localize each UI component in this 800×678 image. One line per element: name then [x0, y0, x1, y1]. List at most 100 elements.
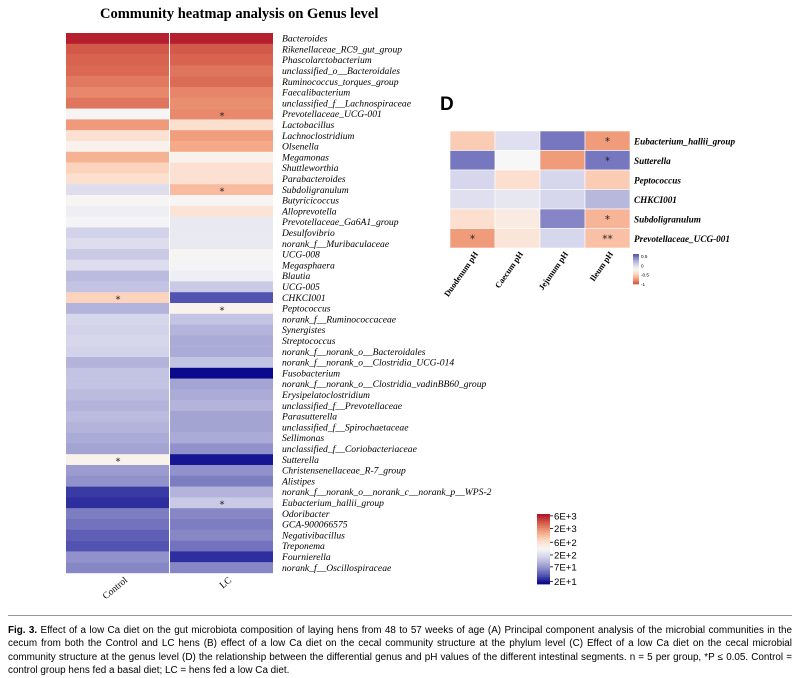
legend-gradient-step	[537, 517, 550, 520]
heatmap-cell	[66, 475, 169, 487]
row-label: Odoribacter	[282, 509, 330, 520]
legend-gradient-step	[633, 279, 639, 282]
correlation-cell	[494, 208, 541, 229]
correlation-cell	[539, 169, 586, 190]
row-label: unclassified_f__Coriobacteriaceae	[282, 444, 418, 455]
row-label: Megasphaera	[281, 260, 335, 271]
correlation-cell	[494, 189, 541, 210]
heatmap-cell	[170, 162, 273, 174]
row-label: Peptococcus	[634, 175, 681, 185]
legend-gradient-step	[537, 535, 550, 538]
row-label: norank_f__Ruminococcaceae	[282, 314, 397, 325]
legend-gradient-step	[537, 556, 550, 559]
row-label: Blautia	[282, 271, 310, 282]
heatmap-cell	[66, 486, 169, 498]
heatmap-cell	[170, 173, 273, 185]
row-label: Lactobacillus	[281, 120, 334, 131]
heatmap-cell	[170, 475, 273, 487]
heatmap-cell	[66, 97, 169, 109]
correlation-cell	[494, 150, 541, 171]
legend-gradient-step	[537, 566, 550, 569]
legend-gradient-step	[633, 282, 639, 285]
row-label: norank_f__norank_o__Bacteroidales	[282, 347, 426, 358]
heatmap-cell	[170, 432, 273, 444]
column-label: Caecum pH	[493, 250, 525, 290]
heatmap-cell	[66, 119, 169, 131]
legend-gradient-step	[537, 521, 550, 524]
heatmap-cell	[66, 529, 169, 541]
legend-gradient-step	[537, 582, 550, 585]
heatmap-cell	[170, 249, 273, 260]
heatmap-cell	[170, 151, 273, 163]
heatmap-cell	[170, 108, 273, 120]
row-label: CHKCI001	[634, 195, 677, 205]
heatmap-cell	[170, 508, 273, 520]
heatmap-cell	[66, 292, 169, 304]
row-label: Peptococcus	[281, 304, 331, 315]
row-label: Fournierella	[281, 552, 331, 563]
correlation-cell	[449, 169, 496, 190]
heatmap-cell	[170, 184, 273, 196]
row-label: Alloprevotella	[281, 206, 337, 217]
legend-gradient-step	[537, 561, 550, 564]
row-label: unclassified_o__Bacteroidales	[282, 66, 400, 77]
legend-label: 2E+3	[554, 524, 577, 535]
heatmap-cell	[66, 465, 169, 476]
heatmap-cell	[170, 76, 273, 88]
legend-gradient-step	[633, 261, 639, 264]
row-label: Treponema	[282, 541, 325, 552]
row-label: Bacteroides	[282, 34, 328, 45]
legend-label: 0.5	[641, 254, 648, 259]
legend-gradient-step	[537, 531, 550, 534]
heatmap-cell	[170, 443, 273, 455]
heatmap-cell	[66, 313, 169, 325]
legend-gradient-step	[537, 536, 550, 539]
abundance-legend: 6E+3 2E+3 6E+22E+27E+1 2E+1	[537, 511, 577, 588]
heatmap-cell	[66, 216, 169, 228]
chart-title: Community heatmap analysis on Genus leve…	[100, 6, 379, 22]
row-label: Ruminococcus_torques_group	[281, 77, 399, 88]
heatmap-cell	[66, 411, 169, 422]
row-label: Negativibacillus	[281, 530, 345, 541]
row-label: Parasutterella	[281, 412, 337, 423]
heatmap-cell	[170, 324, 273, 336]
heatmap-cell	[66, 259, 169, 271]
heatmap-cell	[170, 292, 273, 304]
row-label: unclassified_f__Spirochaetaceae	[282, 422, 409, 433]
heatmap-cell	[66, 400, 169, 412]
correlation-heatmap: * Eubacterium_hallii_group * Sutterella Pept…	[442, 130, 735, 299]
legend-label: 6E+2	[554, 538, 577, 549]
legend-gradient-step	[633, 267, 639, 270]
row-label: norank_f__norank_o__Clostridia_vadinBB60…	[282, 379, 487, 390]
heatmap-cell	[66, 421, 169, 433]
heatmap-cell	[66, 238, 169, 250]
correlation-cell	[494, 169, 541, 190]
legend-gradient-step	[537, 573, 550, 576]
row-label: Butyricicoccus	[282, 196, 339, 207]
legend-gradient-step	[633, 255, 639, 258]
heatmap-cell	[66, 108, 169, 120]
heatmap-cell	[170, 195, 273, 206]
legend-gradient-step	[537, 559, 550, 562]
heatmap-cell	[66, 432, 169, 444]
legend-gradient-step	[633, 278, 639, 280]
legend-gradient-step	[537, 519, 550, 522]
heatmap-cell	[66, 378, 169, 390]
heatmap-cell	[66, 76, 169, 88]
legend-label: 2E+1	[554, 577, 577, 588]
heatmap-cell	[66, 33, 169, 44]
column-label: Duodenum pH	[442, 250, 480, 299]
heatmap-cell	[170, 335, 273, 347]
heatmap-cell	[170, 421, 273, 433]
row-label: unclassified_f__Lachnospiraceae	[282, 98, 412, 109]
row-label: UCG-008	[282, 250, 320, 261]
row-label: Lachnoclostridium	[281, 131, 355, 142]
heatmap-cell	[170, 97, 273, 109]
legend-gradient-step	[537, 522, 550, 525]
caption-label: Fig. 3.	[8, 625, 38, 636]
heatmap-cell	[170, 529, 273, 541]
row-label: Phascolarctobacterium	[281, 55, 372, 66]
legend-gradient-step	[537, 563, 550, 566]
heatmap-cell	[66, 540, 169, 552]
